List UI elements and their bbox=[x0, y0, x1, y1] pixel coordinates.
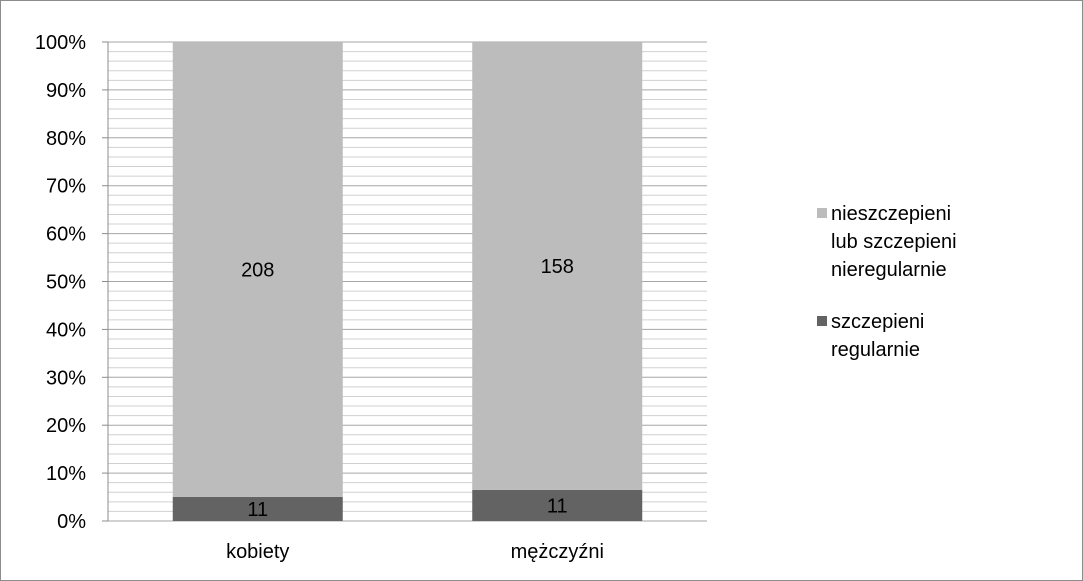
legend-label-unvaccinated: nieszczepieni lub szczepieni nieregularn… bbox=[831, 203, 957, 281]
category-label: kobiety bbox=[226, 541, 289, 563]
legend-swatch-unvaccinated bbox=[817, 208, 827, 218]
y-tick-label: 0% bbox=[57, 511, 86, 533]
y-tick-label: 40% bbox=[46, 319, 86, 341]
data-label: 11 bbox=[547, 495, 568, 517]
data-label: 11 bbox=[247, 499, 268, 521]
legend-item-vaccinated: szczepieni regularnie bbox=[817, 308, 1067, 364]
data-label: 208 bbox=[241, 259, 274, 281]
bar-segment bbox=[172, 42, 343, 497]
bar-segment bbox=[472, 42, 643, 490]
y-tick-label: 60% bbox=[46, 224, 86, 246]
data-label: 158 bbox=[541, 256, 574, 278]
y-tick-label: 70% bbox=[46, 176, 86, 198]
y-tick-label: 20% bbox=[46, 415, 86, 437]
legend-item-unvaccinated: nieszczepieni lub szczepieni nieregularn… bbox=[817, 200, 1067, 284]
y-tick-label: 50% bbox=[46, 272, 86, 294]
y-tick-label: 90% bbox=[46, 80, 86, 102]
legend-swatch-vaccinated bbox=[817, 316, 827, 326]
y-tick-label: 10% bbox=[46, 463, 86, 485]
category-label: mężczyźni bbox=[511, 541, 604, 563]
legend: nieszczepieni lub szczepieni nieregularn… bbox=[817, 200, 1067, 364]
y-tick-label: 100% bbox=[35, 32, 86, 54]
bar-segment bbox=[172, 496, 343, 521]
legend-label-vaccinated: szczepieni regularnie bbox=[831, 311, 925, 361]
y-tick-label: 80% bbox=[46, 128, 86, 150]
bar-segment bbox=[472, 489, 643, 521]
y-tick-label: 30% bbox=[46, 367, 86, 389]
